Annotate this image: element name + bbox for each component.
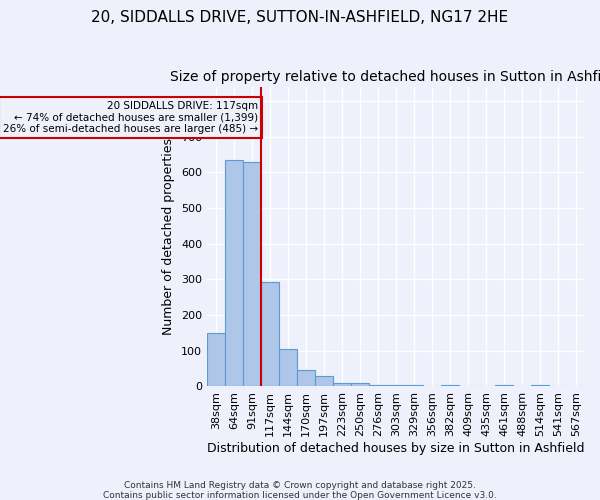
Bar xyxy=(531,384,549,386)
Bar xyxy=(243,162,261,386)
Bar xyxy=(261,282,279,387)
X-axis label: Distribution of detached houses by size in Sutton in Ashfield: Distribution of detached houses by size … xyxy=(207,442,585,455)
Bar xyxy=(207,333,225,386)
Bar xyxy=(495,384,513,386)
Bar xyxy=(441,384,459,386)
Bar xyxy=(405,384,423,386)
Text: Contains HM Land Registry data © Crown copyright and database right 2025.: Contains HM Land Registry data © Crown c… xyxy=(124,481,476,490)
Text: 20, SIDDALLS DRIVE, SUTTON-IN-ASHFIELD, NG17 2HE: 20, SIDDALLS DRIVE, SUTTON-IN-ASHFIELD, … xyxy=(91,10,509,25)
Bar xyxy=(369,384,387,386)
Bar xyxy=(225,160,243,386)
Bar xyxy=(387,384,405,386)
Text: 20 SIDDALLS DRIVE: 117sqm
← 74% of detached houses are smaller (1,399)
26% of se: 20 SIDDALLS DRIVE: 117sqm ← 74% of detac… xyxy=(3,101,259,134)
Bar xyxy=(297,370,315,386)
Bar xyxy=(333,383,351,386)
Y-axis label: Number of detached properties: Number of detached properties xyxy=(163,138,175,335)
Bar xyxy=(315,376,333,386)
Bar xyxy=(351,383,369,386)
Title: Size of property relative to detached houses in Sutton in Ashfield: Size of property relative to detached ho… xyxy=(170,70,600,84)
Bar xyxy=(279,349,297,387)
Text: Contains public sector information licensed under the Open Government Licence v3: Contains public sector information licen… xyxy=(103,491,497,500)
